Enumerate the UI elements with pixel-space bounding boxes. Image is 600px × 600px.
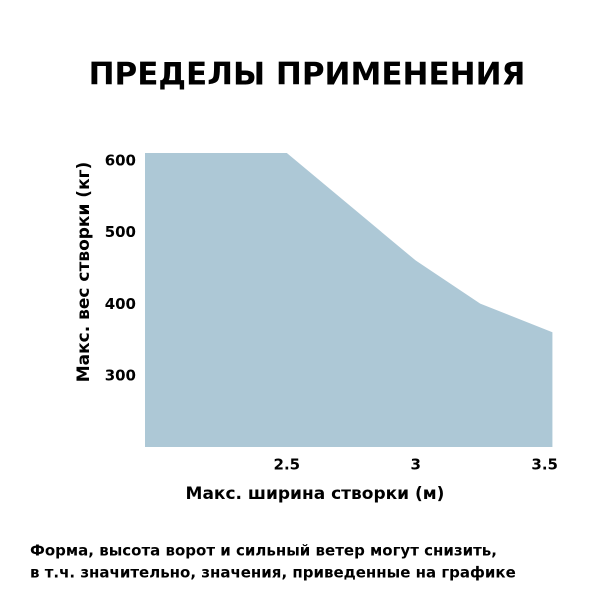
x-tick-label: 3.5 xyxy=(531,456,558,474)
y-axis-label: Макс. вес створки (кг) xyxy=(74,162,94,383)
note-line: Форма, высота ворот и сильный ветер могу… xyxy=(30,542,497,560)
x-tick-label: 2.5 xyxy=(274,456,301,474)
area xyxy=(145,153,553,447)
x-tick-label: 3 xyxy=(411,456,421,474)
y-tick-label: 500 xyxy=(105,223,136,241)
x-axis-label: Макс. ширина створки (м) xyxy=(186,484,445,504)
y-tick-label: 600 xyxy=(105,152,136,170)
note-line: в т.ч. значительно, значения, приведенны… xyxy=(30,564,516,582)
chart-title: ПРЕДЕЛЫ ПРИМЕНЕНИЯ xyxy=(89,57,526,93)
y-tick-label: 400 xyxy=(105,295,136,313)
y-tick-label: 300 xyxy=(105,367,136,385)
